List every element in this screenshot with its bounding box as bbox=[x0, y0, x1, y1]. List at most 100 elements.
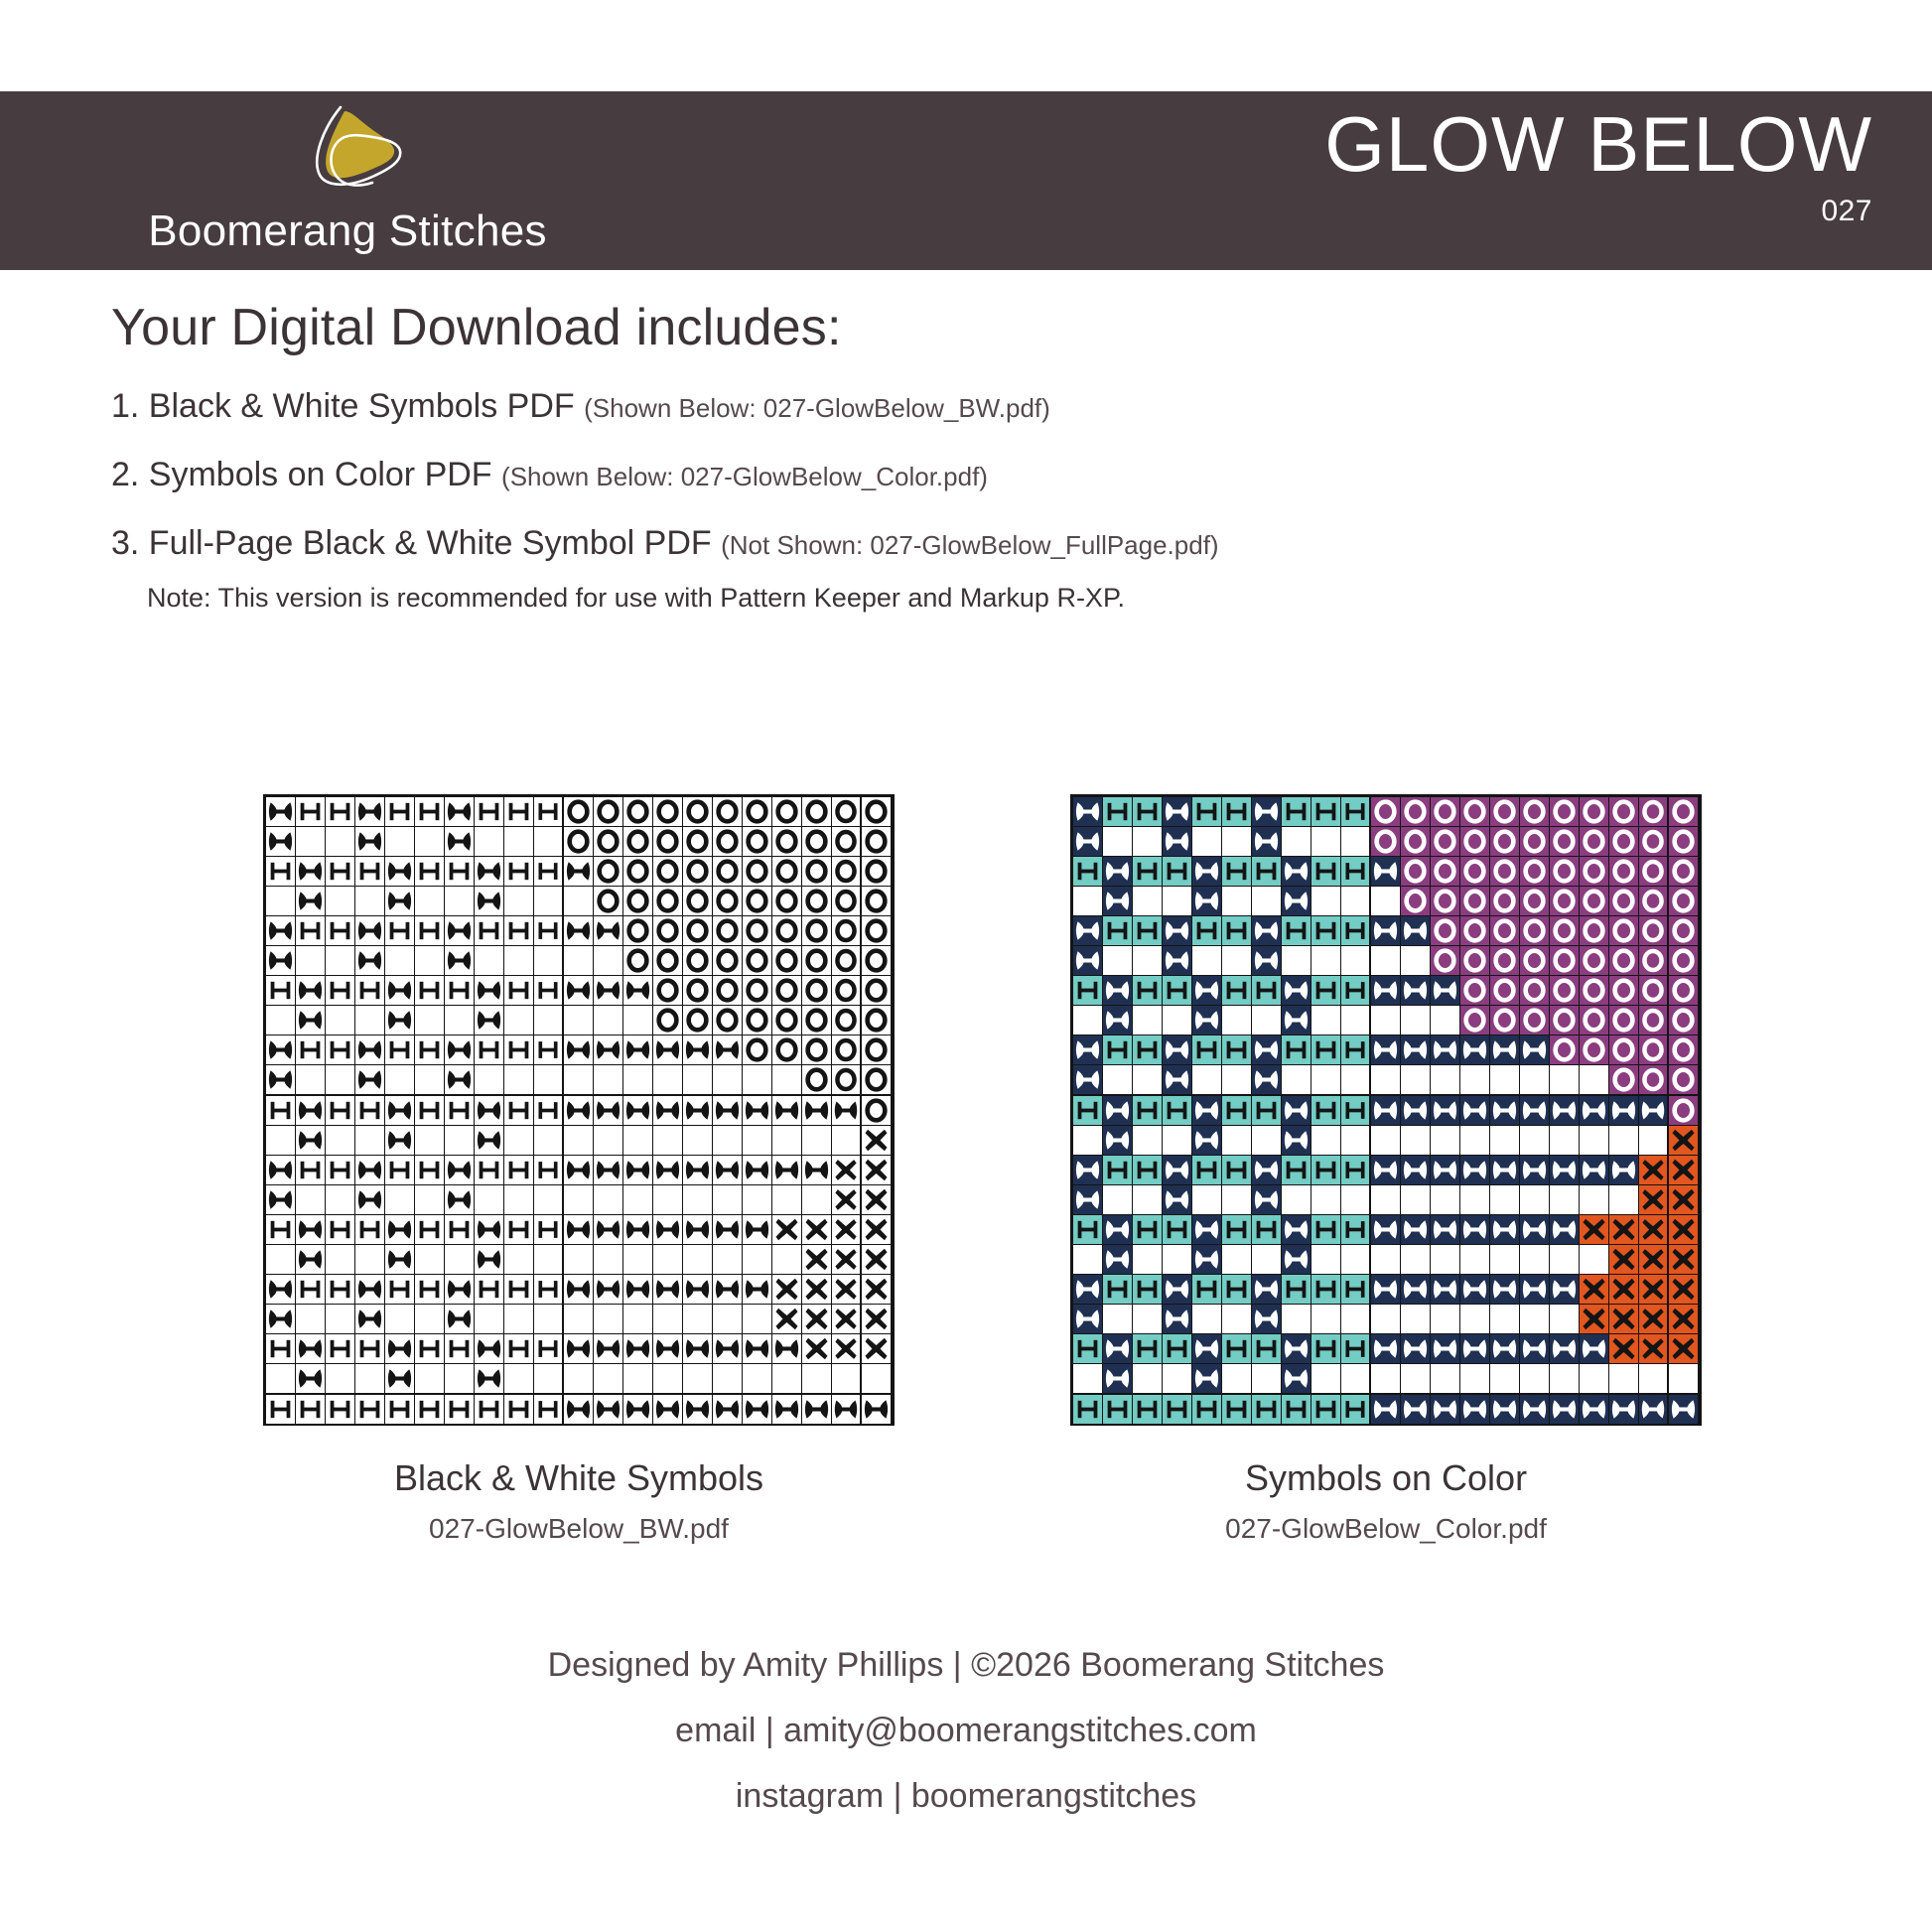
stitch-cell bbox=[1431, 1245, 1460, 1275]
stitch-cell bbox=[1401, 976, 1431, 1006]
stitch-cell bbox=[862, 946, 892, 976]
stitch-cell bbox=[772, 1065, 802, 1096]
stitch-cell bbox=[1282, 797, 1311, 827]
stitch-cell bbox=[713, 827, 743, 857]
stitch-cell bbox=[504, 1364, 534, 1395]
stitch-cell bbox=[802, 1305, 832, 1334]
stitch-cell bbox=[385, 1364, 415, 1395]
stitch-cell bbox=[683, 1156, 713, 1185]
stitch-cell bbox=[1639, 1395, 1669, 1425]
stitch-cell bbox=[504, 887, 534, 916]
stitch-cell bbox=[1073, 1305, 1103, 1334]
stitch-cell bbox=[1282, 1305, 1311, 1334]
stitch-cell bbox=[594, 1156, 623, 1185]
stitch-cell bbox=[1401, 1096, 1431, 1126]
stitch-cell bbox=[1490, 1156, 1520, 1185]
stitch-cell bbox=[266, 1006, 296, 1035]
stitch-cell bbox=[1401, 1185, 1431, 1215]
stitch-cell bbox=[385, 1305, 415, 1334]
stitch-cell bbox=[1371, 1096, 1401, 1126]
stitch-cell bbox=[415, 887, 445, 916]
stitch-cell bbox=[355, 1275, 385, 1305]
stitch-cell bbox=[1252, 946, 1282, 976]
stitch-cell bbox=[1073, 1006, 1103, 1035]
stitch-cell bbox=[385, 1185, 415, 1215]
stitch-cell bbox=[623, 1395, 653, 1425]
stitch-cell bbox=[296, 857, 326, 887]
stitch-cell bbox=[296, 1245, 326, 1275]
stitch-cell bbox=[355, 1334, 385, 1364]
stitch-cell bbox=[594, 857, 623, 887]
stitch-cell bbox=[296, 976, 326, 1006]
stitch-cell bbox=[564, 1156, 594, 1185]
stitch-cell bbox=[326, 1065, 355, 1096]
stitch-cell bbox=[1431, 1305, 1460, 1334]
stitch-cell bbox=[1371, 857, 1401, 887]
stitch-cell bbox=[1431, 1185, 1460, 1215]
stitch-cell bbox=[1073, 1275, 1103, 1305]
stitch-cell bbox=[355, 1215, 385, 1245]
stitch-cell bbox=[1192, 887, 1222, 916]
stitch-cell bbox=[832, 1035, 862, 1065]
stitch-cell bbox=[415, 797, 445, 827]
stitch-cell bbox=[475, 916, 504, 946]
stitch-cell bbox=[1252, 1245, 1282, 1275]
stitch-cell bbox=[1073, 1364, 1103, 1395]
stitch-cell bbox=[534, 797, 564, 827]
stitch-cell bbox=[1371, 916, 1401, 946]
stitch-cell bbox=[296, 1364, 326, 1395]
stitch-cell bbox=[653, 1275, 683, 1305]
stitch-cell bbox=[1163, 887, 1192, 916]
stitch-cell bbox=[266, 1126, 296, 1156]
stitch-cell bbox=[862, 1364, 892, 1395]
stitch-cell bbox=[683, 857, 713, 887]
stitch-cell bbox=[1401, 797, 1431, 827]
stitch-cell bbox=[713, 1334, 743, 1364]
stitch-cell bbox=[1371, 946, 1401, 976]
stitch-cell bbox=[713, 1305, 743, 1334]
stitch-cell bbox=[445, 1065, 475, 1096]
stitch-cell bbox=[683, 1035, 713, 1065]
stitch-cell bbox=[1073, 1334, 1103, 1364]
brand-name: Boomerang Stitches bbox=[148, 207, 547, 255]
stitch-cell bbox=[1103, 1334, 1133, 1364]
stitch-cell bbox=[1580, 1245, 1609, 1275]
footer-line-designer: Designed by Amity Phillips | ©2026 Boome… bbox=[547, 1646, 1385, 1684]
stitch-cell bbox=[1192, 1215, 1222, 1245]
stitch-cell bbox=[415, 916, 445, 946]
stitch-cell bbox=[1341, 1035, 1371, 1065]
stitch-cell bbox=[743, 1334, 772, 1364]
stitch-cell bbox=[802, 1334, 832, 1364]
stitch-cell bbox=[772, 1395, 802, 1425]
stitch-cell bbox=[1609, 887, 1639, 916]
stitch-cell bbox=[862, 976, 892, 1006]
stitch-cell bbox=[623, 827, 653, 857]
stitch-cell bbox=[743, 1275, 772, 1305]
stitch-cell bbox=[355, 1096, 385, 1126]
stitch-cell bbox=[772, 1245, 802, 1275]
stitch-cell bbox=[1580, 1156, 1609, 1185]
stitch-cell bbox=[445, 1185, 475, 1215]
stitch-cell bbox=[1639, 1364, 1669, 1395]
stitch-cell bbox=[1669, 1096, 1699, 1126]
stitch-cell bbox=[415, 827, 445, 857]
stitch-cell bbox=[743, 1395, 772, 1425]
stitch-cell bbox=[802, 946, 832, 976]
stitch-cell bbox=[1550, 946, 1580, 976]
stitch-cell bbox=[623, 1245, 653, 1275]
stitch-cell bbox=[415, 1006, 445, 1035]
stitch-cell bbox=[862, 916, 892, 946]
stitch-cell bbox=[475, 1334, 504, 1364]
stitch-cell bbox=[1580, 916, 1609, 946]
stitch-cell bbox=[1311, 946, 1341, 976]
stitch-cell bbox=[743, 1305, 772, 1334]
stitch-cell bbox=[1192, 1006, 1222, 1035]
stitch-cell bbox=[653, 1395, 683, 1425]
stitch-cell bbox=[1133, 827, 1163, 857]
stitch-cell bbox=[385, 827, 415, 857]
stitch-cell bbox=[1669, 1065, 1699, 1096]
stitch-cell bbox=[743, 916, 772, 946]
stitch-cell bbox=[802, 1215, 832, 1245]
stitch-cell bbox=[1669, 827, 1699, 857]
stitch-cell bbox=[296, 1395, 326, 1425]
